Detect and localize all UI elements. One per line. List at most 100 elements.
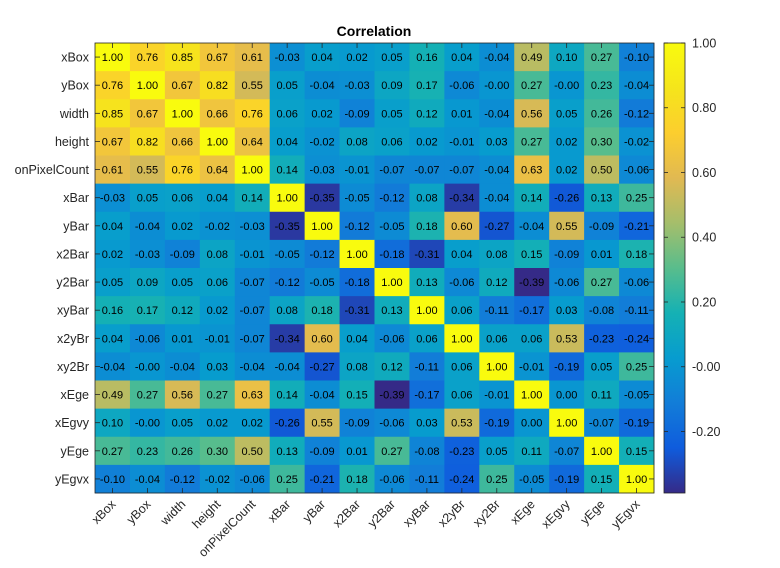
heatmap-cell [339,324,375,353]
cell-value-label: 0.05 [556,108,577,120]
colorbar-tick-label: -0.20 [692,425,721,439]
cell-value-label: -0.31 [344,305,369,317]
cell-value-label: 0.08 [486,249,507,261]
heatmap-cell [339,71,375,100]
heatmap-cell [409,99,445,128]
cell-value-label: -0.04 [170,361,195,373]
cell-value-label: -0.03 [344,80,369,92]
cell-value-label: 0.02 [311,108,332,120]
cell-value-label: 0.03 [207,361,228,373]
heatmap-cell [409,268,445,297]
x-tick-label: yEge [578,497,608,527]
cell-value-label: 0.04 [346,333,367,345]
cell-value-label: 1.00 [521,390,542,402]
y-tick-label: width [59,107,89,121]
cell-value-label: -0.03 [275,52,300,64]
heatmap-cell [409,436,445,466]
x-tick-label: xBar [265,497,293,525]
cell-value-label: 0.06 [451,305,472,317]
heatmap-cell [514,183,550,213]
cell-value-label: 0.04 [451,249,472,261]
cell-value-label: -0.03 [135,249,160,261]
heatmap-cell [619,324,655,353]
cell-value-label: 0.53 [451,418,472,430]
cell-value-label: -0.34 [275,333,300,345]
heatmap-cell [304,155,340,185]
cell-value-label: -0.00 [484,80,509,92]
cell-value-label: -0.01 [519,361,544,373]
heatmap-cell [444,239,480,269]
cell-value-label: -0.01 [484,390,509,402]
heatmap-cell [374,324,410,353]
heatmap-cell [479,211,515,241]
cell-value-label: -0.34 [449,193,474,205]
cell-value-label: -0.00 [554,80,579,92]
cell-value-label: 0.02 [102,249,123,261]
heatmap-cell [584,71,620,100]
cell-value-label: 0.06 [486,333,507,345]
x-tick-label: xyBar [401,497,433,529]
heatmap-cell [409,296,445,325]
heatmap-cell [409,239,445,269]
heatmap-cell [164,408,201,438]
cell-value-label: -0.03 [310,165,335,177]
heatmap-cell [304,127,340,156]
cell-value-label: -0.04 [519,221,544,233]
cell-value-label: 0.01 [591,249,612,261]
heatmap-cell [95,352,131,381]
heatmap-cell [514,324,550,353]
heatmap-cell [95,296,131,325]
cell-value-label: 0.23 [591,80,612,92]
heatmap-cell [199,155,236,185]
cell-value-label: 0.55 [311,418,332,430]
cell-value-label: 0.02 [416,136,437,148]
heatmap-cell [444,155,480,185]
heatmap-cell [234,71,271,100]
cell-value-label: -0.06 [379,474,404,486]
cell-value-label: 0.05 [381,108,402,120]
cell-value-label: -0.35 [310,193,335,205]
heatmap-cell [234,211,271,241]
cell-value-label: 1.00 [626,474,647,486]
cell-value-label: 0.55 [556,221,577,233]
cell-value-label: 0.76 [242,108,263,120]
heatmap-cell [409,324,445,353]
heatmap-cell [199,127,236,156]
heatmap-cell [304,211,340,241]
cell-value-label: -0.06 [554,277,579,289]
heatmap-cell [339,268,375,297]
cell-value-label: 0.05 [172,277,193,289]
cell-value-label: 0.56 [521,108,542,120]
cell-value-label: 0.06 [207,277,228,289]
cell-value-label: 0.50 [242,446,263,458]
heatmap-cell [409,352,445,381]
heatmap-cell [584,211,620,241]
cell-value-label: 0.15 [346,390,367,402]
cell-value-label: 0.63 [242,390,263,402]
cell-value-label: -0.09 [344,108,369,120]
cell-value-label: 1.00 [451,333,472,345]
cell-value-label: 1.00 [486,361,507,373]
cell-value-label: 1.00 [346,249,367,261]
heatmap-cell [304,268,340,297]
heatmap-cell [164,71,201,100]
heatmap-cell [95,71,131,100]
heatmap-cell [479,99,515,128]
heatmap-cell [129,127,166,156]
heatmap-cell [339,408,375,438]
cell-value-label: 0.23 [137,446,158,458]
cell-value-label: -0.01 [449,136,474,148]
heatmap-cell [269,408,306,438]
heatmap-cell [234,239,271,269]
x-tick-label: x2yBr [435,497,467,529]
x-tick-label: xEgvy [539,497,573,531]
cell-value-label: 0.06 [416,333,437,345]
cell-value-label: 0.25 [626,361,647,373]
cell-value-label: -0.04 [240,361,265,373]
cell-value-label: 0.30 [207,446,228,458]
cell-value-label: -0.24 [624,333,649,345]
cell-value-label: 0.76 [102,80,123,92]
heatmap-cell [199,239,236,269]
colorbar-tick-label: 0.40 [692,231,716,245]
heatmap-cell [549,211,585,241]
